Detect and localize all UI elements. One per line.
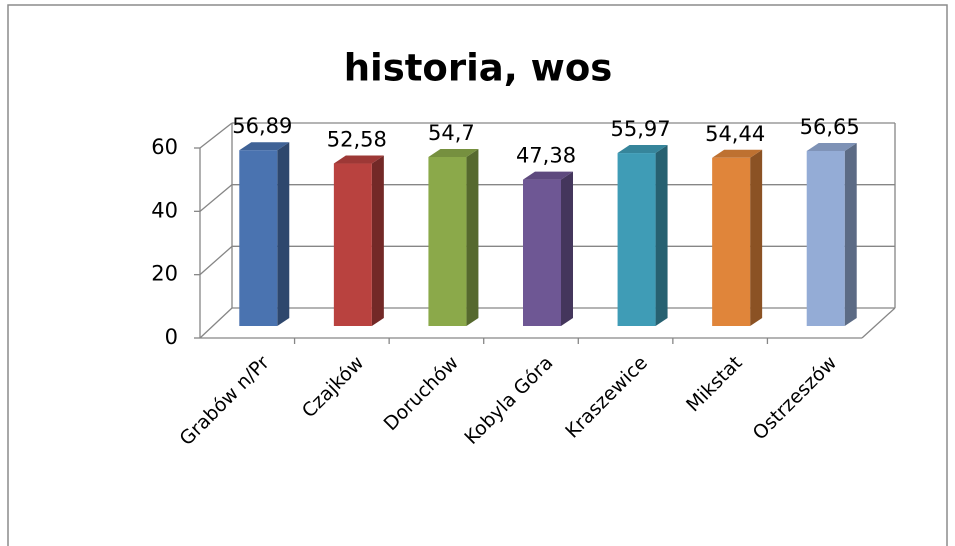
- value-label: 55,97: [611, 117, 671, 141]
- value-label: 54,7: [428, 121, 475, 145]
- bar-top: [712, 149, 763, 158]
- bar-top: [239, 142, 290, 151]
- bar-side: [277, 142, 290, 326]
- bar: [333, 163, 372, 326]
- bar-side: [750, 149, 763, 326]
- floor-edge: [861, 307, 896, 339]
- value-label: 56,89: [232, 114, 292, 138]
- grid-line: [199, 245, 233, 276]
- bar-side: [371, 155, 384, 326]
- bar: [806, 150, 845, 326]
- y-tick-label: 0: [165, 325, 178, 349]
- bar-side: [561, 171, 573, 326]
- bar-top: [333, 155, 384, 164]
- bar-side: [844, 142, 857, 326]
- grid-line: [199, 122, 233, 149]
- bar: [523, 179, 561, 326]
- y-tick-label: 40: [151, 198, 178, 222]
- value-label: 54,44: [705, 122, 765, 146]
- grid-line: [199, 184, 233, 212]
- bar: [239, 150, 278, 326]
- bar-top: [806, 142, 857, 151]
- value-label: 47,38: [516, 144, 576, 168]
- bar: [712, 157, 751, 326]
- bar-side: [655, 145, 668, 326]
- bar: [428, 156, 467, 326]
- bar-top: [428, 148, 479, 157]
- y-tick-label: 20: [151, 262, 178, 286]
- bar: [617, 153, 656, 326]
- bar-top: [523, 171, 573, 180]
- value-label: 56,65: [800, 115, 860, 139]
- chart-title: historia, wos: [344, 47, 613, 90]
- y-tick-label: 60: [151, 135, 178, 159]
- value-label: 52,58: [327, 128, 387, 152]
- grid-line: [199, 307, 233, 339]
- bar-side: [466, 148, 479, 326]
- bar-top: [617, 145, 668, 154]
